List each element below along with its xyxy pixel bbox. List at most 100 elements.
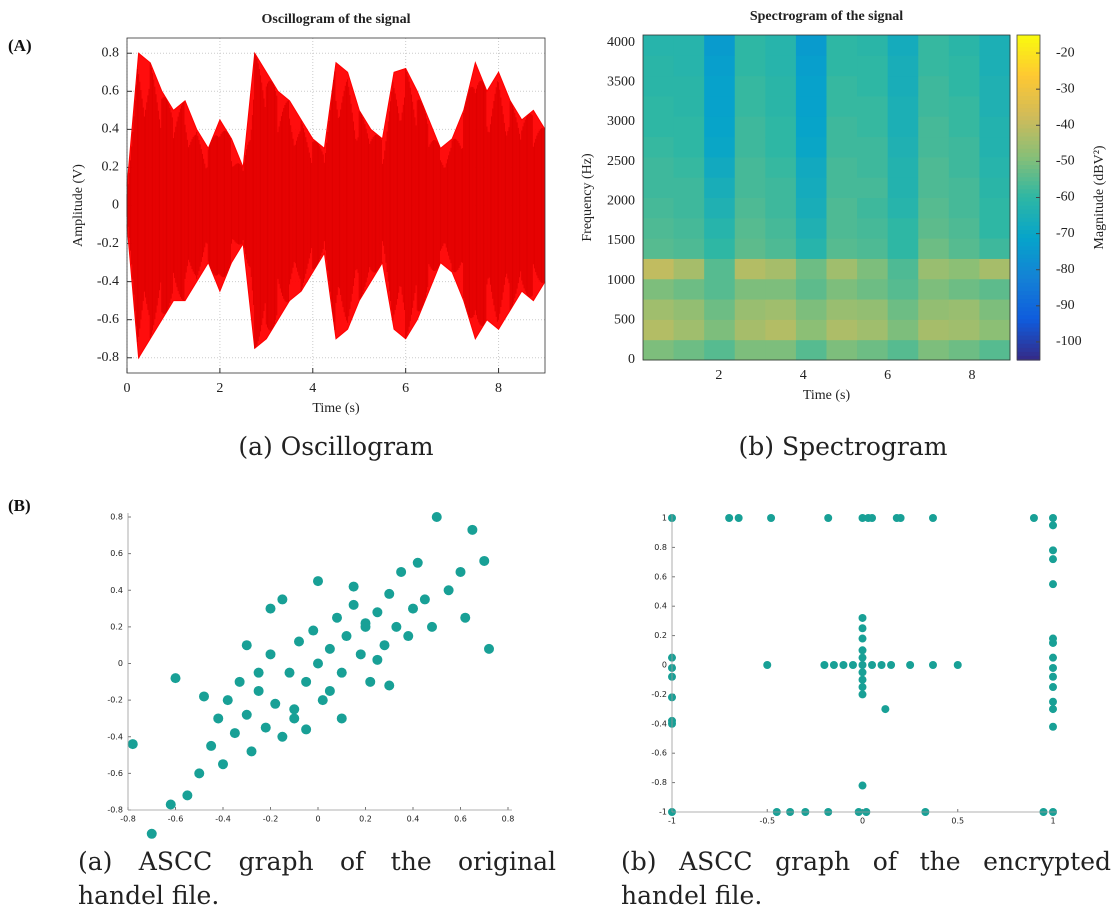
caption: (b) Spectrogram xyxy=(738,432,948,461)
x-tick-label: 4 xyxy=(309,381,316,396)
scatter-point xyxy=(313,576,323,587)
heatmap-cell xyxy=(857,299,889,320)
signal-envelope xyxy=(126,51,546,187)
heatmap-cell xyxy=(918,35,950,56)
heatmap-cell xyxy=(948,339,980,361)
colorbar-segment xyxy=(1017,347,1040,353)
colorbar-segment xyxy=(1017,152,1040,158)
colorbar-segment xyxy=(1017,71,1040,77)
y-tick-label: 0 xyxy=(662,661,667,670)
y-tick-label: -0.6 xyxy=(107,769,123,778)
y-tick-label: -0.2 xyxy=(107,696,123,705)
heatmap-cell xyxy=(643,177,675,198)
heatmap-cell xyxy=(734,278,766,300)
scatter-point xyxy=(336,713,347,724)
scatter-point xyxy=(372,607,383,618)
heatmap-cell xyxy=(643,35,675,56)
colorbar-segment xyxy=(1017,343,1040,349)
scatter-point xyxy=(301,676,312,687)
colorbar-segment xyxy=(1017,83,1040,89)
heatmap-cell xyxy=(979,95,1011,117)
scatter-point xyxy=(1049,580,1057,589)
heatmap-cell xyxy=(887,319,919,341)
x-tick-label: 4 xyxy=(800,368,807,383)
heatmap-cell xyxy=(795,177,827,198)
scatter-point xyxy=(213,713,224,724)
colorbar-segment xyxy=(1017,47,1040,52)
colorbar-segment xyxy=(1017,140,1040,146)
x-tick-label: 0.8 xyxy=(502,815,515,824)
x-tick-label: 0.2 xyxy=(359,815,372,824)
heatmap-cell xyxy=(765,35,797,56)
heatmap-cell xyxy=(887,55,919,77)
heatmap-cell xyxy=(704,258,736,280)
colorbar-segment xyxy=(1017,148,1040,154)
scatter-point xyxy=(253,667,264,678)
scatter-point xyxy=(379,640,390,651)
heatmap-cell xyxy=(765,116,797,138)
heatmap-cell xyxy=(765,95,797,117)
colorbar-segment xyxy=(1017,144,1040,150)
heatmap-cell xyxy=(673,35,705,56)
scatter-point xyxy=(953,661,962,669)
x-axis-label: Time (s) xyxy=(312,401,360,416)
y-tick-label: 2500 xyxy=(607,154,635,169)
scatter-point xyxy=(877,661,886,669)
heatmap-cell xyxy=(765,217,797,239)
heatmap-cell xyxy=(673,238,705,259)
colorbar-segment xyxy=(1017,250,1040,255)
colorbar-segment xyxy=(1017,290,1040,296)
y-tick-label: -0.8 xyxy=(107,806,123,815)
heatmap-cell xyxy=(673,258,705,280)
heatmap-cell xyxy=(734,177,766,198)
caption: (a) Oscillogram xyxy=(238,432,434,461)
y-tick-label: -0.2 xyxy=(651,690,667,699)
heatmap-cell xyxy=(734,35,766,56)
colorbar-segment xyxy=(1017,270,1040,276)
panel-label: (A) xyxy=(8,36,32,55)
heatmap-cell xyxy=(643,258,675,280)
x-tick-label: -0.8 xyxy=(120,815,136,824)
colorbar-segment xyxy=(1017,238,1040,243)
x-tick-label: 2 xyxy=(216,381,223,396)
heatmap-cell xyxy=(887,217,919,239)
colorbar-segment xyxy=(1017,242,1040,247)
scatter-point xyxy=(1049,521,1057,530)
scatter-point xyxy=(887,661,896,669)
heatmap-cell xyxy=(979,339,1011,361)
scatter-point xyxy=(858,683,867,692)
heatmap-cell xyxy=(979,55,1011,77)
heatmap-cell xyxy=(979,116,1011,138)
heatmap-cell xyxy=(857,238,889,259)
scatter-point xyxy=(265,603,276,614)
scatter-point xyxy=(360,618,371,629)
colorbar-segment xyxy=(1017,63,1040,69)
scatter-point xyxy=(848,661,857,669)
colorbar-segment xyxy=(1017,225,1040,231)
scatter-point xyxy=(277,594,288,605)
y-tick-label: 500 xyxy=(614,313,635,328)
heatmap-cell xyxy=(673,55,705,77)
scatter-point xyxy=(839,661,848,669)
heatmap-cell xyxy=(795,319,827,341)
heatmap-cell xyxy=(704,197,736,219)
heatmap-cell xyxy=(643,75,675,97)
colorbar-segment xyxy=(1017,262,1040,268)
scatter-point xyxy=(868,514,877,522)
heatmap-cell xyxy=(826,156,858,178)
x-tick-label: -0.5 xyxy=(759,817,775,826)
scatter-point xyxy=(467,524,478,535)
colorbar-segment xyxy=(1017,205,1040,211)
heatmap-cell xyxy=(704,217,736,239)
x-tick-label: 8 xyxy=(495,381,502,396)
heatmap-cell xyxy=(826,238,858,259)
scatter-point xyxy=(234,676,245,687)
colorbar-segment xyxy=(1017,104,1040,109)
heatmap-cell xyxy=(887,258,919,280)
scatter-point xyxy=(241,640,252,651)
heatmap-cell xyxy=(857,136,889,158)
colorbar-segment xyxy=(1017,303,1040,308)
x-tick-label: 6 xyxy=(402,381,409,396)
heatmap-cell xyxy=(826,136,858,158)
scatter-point xyxy=(260,722,271,733)
